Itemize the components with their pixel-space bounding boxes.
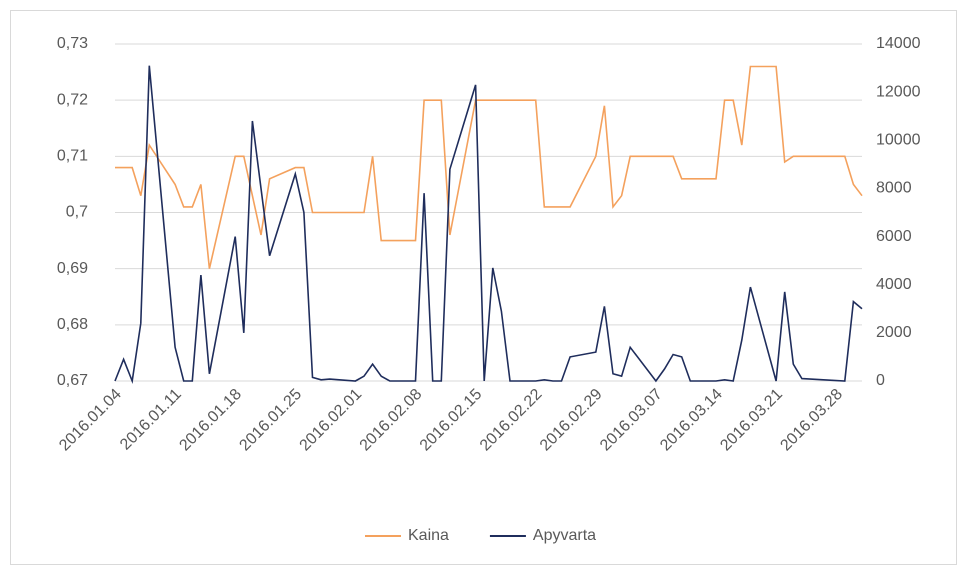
chart-frame	[10, 10, 957, 565]
y-tick-label: 0,69	[57, 260, 88, 277]
y2-tick-label: 8000	[876, 180, 912, 197]
x-tick-label: 2016.01.18	[176, 386, 245, 455]
y-tick-label: 0,72	[57, 91, 88, 108]
x-tick-label: 2016.02.29	[537, 386, 606, 455]
y-tick-label: 0,67	[57, 372, 88, 389]
x-tick-label: 2016.03.14	[657, 386, 726, 455]
x-tick-label: 2016.01.25	[236, 386, 305, 455]
y2-tick-label: 6000	[876, 228, 912, 245]
y2-tick-label: 4000	[876, 276, 912, 293]
x-tick-label: 2016.03.21	[717, 386, 786, 455]
y2-tick-label: 12000	[876, 83, 921, 100]
y2-tick-label: 14000	[876, 35, 921, 52]
y-tick-label: 0,68	[57, 316, 88, 333]
legend-label: Apyvarta	[533, 527, 596, 544]
x-tick-label: 2016.03.28	[777, 386, 846, 455]
y-tick-label: 0,73	[57, 35, 88, 52]
x-tick-label: 2016.03.07	[597, 386, 666, 455]
x-tick-label: 2016.02.22	[477, 386, 546, 455]
x-tick-label: 2016.02.08	[357, 386, 426, 455]
legend-label: Kaina	[408, 527, 449, 544]
x-tick-label: 2016.01.11	[117, 386, 185, 454]
x-tick-label: 2016.01.04	[56, 386, 125, 455]
series-line	[115, 65, 863, 269]
y2-tick-label: 0	[876, 372, 885, 389]
y-tick-label: 0,71	[57, 148, 88, 165]
x-tick-label: 2016.02.15	[417, 386, 486, 455]
series-line	[114, 65, 863, 385]
x-tick-label: 2016.02.01	[297, 386, 366, 455]
y2-tick-label: 10000	[876, 132, 921, 149]
y2-tick-label: 2000	[876, 324, 912, 341]
y-tick-label: 0,7	[66, 204, 88, 221]
